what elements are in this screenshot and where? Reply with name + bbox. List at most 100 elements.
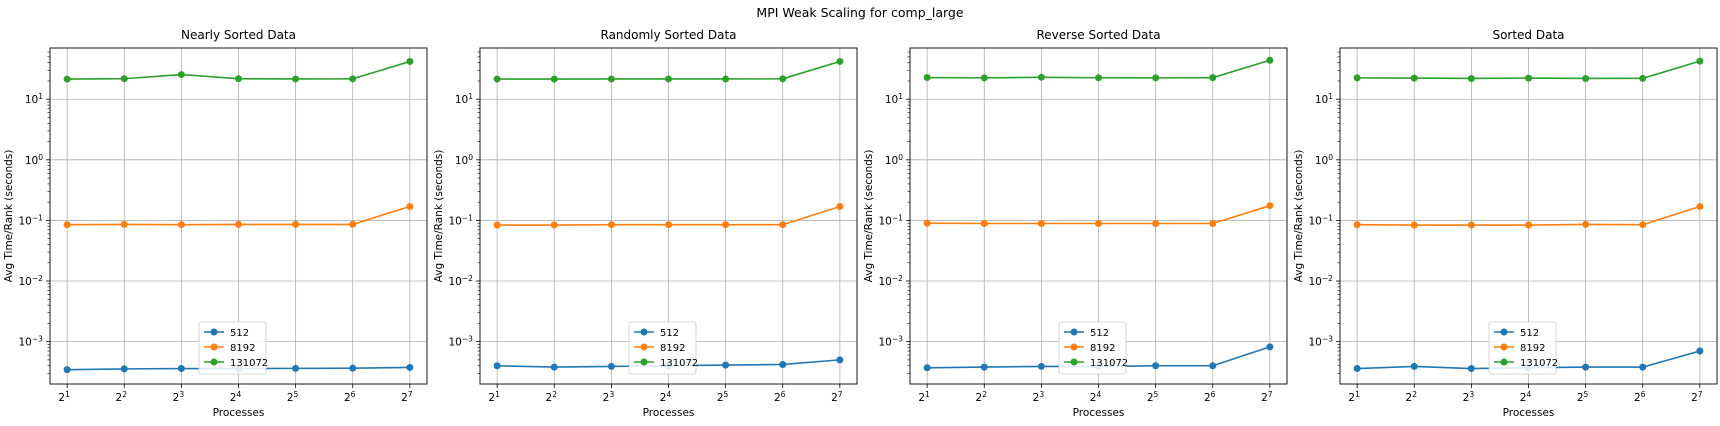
data-point bbox=[1582, 363, 1590, 371]
legend-marker-8192 bbox=[210, 343, 218, 351]
legend: 512 8192 131072 bbox=[1058, 321, 1128, 375]
x-axis-label: Processes bbox=[1503, 407, 1555, 419]
data-point bbox=[292, 75, 300, 83]
data-point bbox=[836, 202, 844, 210]
data-point bbox=[722, 221, 730, 229]
data-point bbox=[120, 75, 128, 83]
y-tick-label: 10−3 bbox=[18, 335, 43, 349]
data-point bbox=[177, 365, 185, 373]
subplot-1: 10−3 10−2 10−1 100 101 21 22 23 24 25 26 27 Nearly S… bbox=[3, 28, 428, 419]
y-tick-label: 100 bbox=[1315, 153, 1333, 167]
y-tick-label: 100 bbox=[455, 153, 473, 167]
y-tick-label: 10−1 bbox=[18, 213, 43, 227]
y-axis-label: Avg Time/Rank (seconds) bbox=[1293, 150, 1305, 283]
legend-marker-512 bbox=[1070, 328, 1078, 336]
legend-label-131072: 131072 bbox=[1520, 358, 1558, 369]
data-point bbox=[836, 356, 844, 364]
y-tick-label: 10−3 bbox=[878, 335, 903, 349]
data-point bbox=[1410, 221, 1418, 229]
x-axis-label: Processes bbox=[1073, 407, 1125, 419]
data-point bbox=[1037, 219, 1045, 227]
legend-marker-8192 bbox=[1070, 343, 1078, 351]
data-point bbox=[292, 220, 300, 228]
data-point bbox=[1266, 202, 1274, 210]
y-tick-label: 101 bbox=[455, 92, 473, 106]
subplot-2: 10−3 10−2 10−1 100 101 21 22 23 24 25 26 27 Randomly… bbox=[433, 28, 858, 419]
data-point bbox=[923, 364, 931, 372]
legend-label-8192: 8192 bbox=[660, 343, 685, 354]
data-point bbox=[406, 363, 414, 371]
series-131072 bbox=[1353, 57, 1704, 82]
legend-label-131072: 131072 bbox=[1090, 358, 1128, 369]
data-point bbox=[607, 221, 615, 229]
legend: 512 8192 131072 bbox=[628, 321, 698, 375]
y-tick-label: 10−1 bbox=[448, 213, 473, 227]
data-point bbox=[1467, 74, 1475, 82]
data-point bbox=[980, 219, 988, 227]
x-tick-label: 23 bbox=[1463, 390, 1475, 404]
legend-marker-131072 bbox=[1070, 358, 1078, 366]
legend-label-512: 512 bbox=[1090, 328, 1109, 339]
series-8192 bbox=[63, 202, 414, 229]
data-point bbox=[1266, 343, 1274, 351]
y-tick-label: 10−1 bbox=[878, 213, 903, 227]
data-point bbox=[493, 362, 501, 370]
data-point bbox=[1095, 74, 1102, 82]
data-point bbox=[550, 363, 558, 371]
data-point bbox=[550, 75, 558, 83]
data-point bbox=[63, 221, 71, 229]
x-axis-label: Processes bbox=[643, 407, 695, 419]
legend-label-512: 512 bbox=[1520, 328, 1539, 339]
data-point bbox=[607, 362, 615, 370]
data-point bbox=[1467, 221, 1475, 229]
data-point bbox=[1639, 74, 1647, 82]
subplot-title: Reverse Sorted Data bbox=[1036, 28, 1160, 42]
axes-frame bbox=[1339, 47, 1718, 385]
legend-label-512: 512 bbox=[660, 328, 679, 339]
data-point bbox=[1152, 74, 1160, 82]
data-point bbox=[349, 75, 357, 83]
series-131072 bbox=[923, 56, 1274, 82]
legend-label-131072: 131072 bbox=[660, 358, 698, 369]
legend-marker-512 bbox=[1500, 328, 1508, 336]
data-point bbox=[779, 75, 787, 83]
data-point bbox=[1152, 362, 1160, 370]
data-point bbox=[177, 71, 185, 79]
data-point bbox=[836, 57, 844, 65]
data-point bbox=[980, 74, 988, 82]
y-tick-label: 101 bbox=[885, 92, 903, 106]
x-tick-label: 27 bbox=[401, 390, 413, 404]
x-tick-label: 26 bbox=[344, 390, 356, 404]
data-point bbox=[1152, 219, 1160, 227]
data-point bbox=[406, 57, 414, 65]
data-point bbox=[1353, 221, 1361, 229]
data-point bbox=[235, 75, 242, 83]
series-131072 bbox=[63, 57, 414, 83]
x-tick-label: 26 bbox=[1634, 390, 1646, 404]
axes-frame bbox=[909, 47, 1288, 385]
x-axis-label: Processes bbox=[213, 407, 265, 419]
data-point bbox=[1209, 362, 1217, 370]
y-tick-label: 10−2 bbox=[878, 274, 903, 288]
data-point bbox=[665, 221, 672, 229]
x-tick-label: 24 bbox=[1520, 390, 1532, 404]
legend-label-8192: 8192 bbox=[230, 343, 255, 354]
data-point bbox=[1353, 365, 1361, 373]
data-point bbox=[722, 361, 730, 369]
data-point bbox=[1639, 221, 1647, 229]
subplot-title: Randomly Sorted Data bbox=[601, 28, 737, 42]
data-point bbox=[406, 202, 414, 210]
legend: 512 8192 131072 bbox=[198, 321, 268, 375]
y-axis-label: Avg Time/Rank (seconds) bbox=[433, 150, 445, 283]
data-point bbox=[493, 221, 501, 229]
x-tick-label: 25 bbox=[1577, 390, 1589, 404]
y-tick-label: 101 bbox=[25, 92, 43, 106]
x-tick-label: 23 bbox=[173, 390, 185, 404]
data-point bbox=[63, 75, 71, 83]
data-point bbox=[1037, 73, 1045, 81]
data-point bbox=[1696, 57, 1704, 65]
x-tick-label: 27 bbox=[831, 390, 843, 404]
axes-frame bbox=[479, 47, 858, 385]
x-tick-label: 24 bbox=[230, 390, 242, 404]
